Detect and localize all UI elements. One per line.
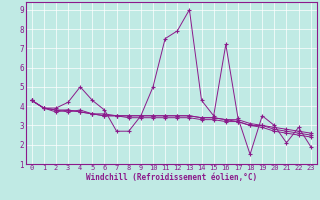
X-axis label: Windchill (Refroidissement éolien,°C): Windchill (Refroidissement éolien,°C)	[86, 173, 257, 182]
